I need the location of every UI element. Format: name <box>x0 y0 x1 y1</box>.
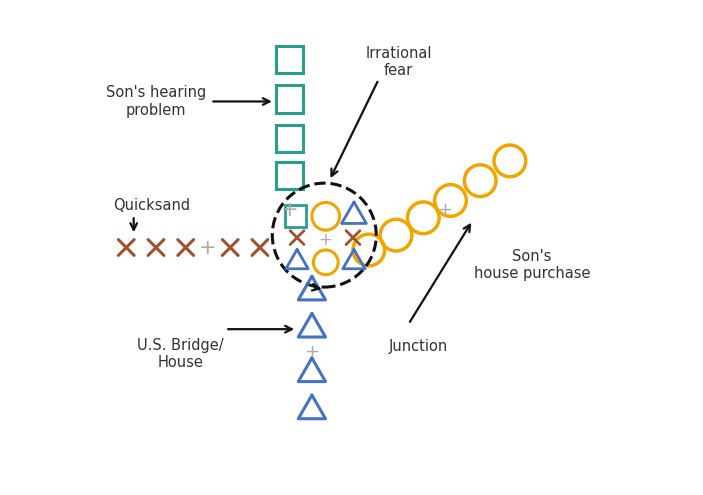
Text: U.S. Bridge/
House: U.S. Bridge/ House <box>137 338 224 370</box>
Bar <box>276 125 303 152</box>
Text: Irrational
fear: Irrational fear <box>366 46 432 78</box>
Bar <box>276 162 303 189</box>
Text: +: + <box>199 238 217 257</box>
Bar <box>276 46 303 73</box>
Bar <box>276 85 303 112</box>
Text: Quicksand: Quicksand <box>113 198 190 213</box>
Bar <box>285 205 307 227</box>
Text: +: + <box>304 344 319 361</box>
Text: Junction: Junction <box>389 339 448 354</box>
Text: +: + <box>437 201 452 219</box>
Text: +: + <box>318 231 333 249</box>
Text: Son's
house purchase: Son's house purchase <box>474 248 591 281</box>
Text: Son's hearing
problem: Son's hearing problem <box>106 85 206 118</box>
Text: +: + <box>280 200 299 220</box>
